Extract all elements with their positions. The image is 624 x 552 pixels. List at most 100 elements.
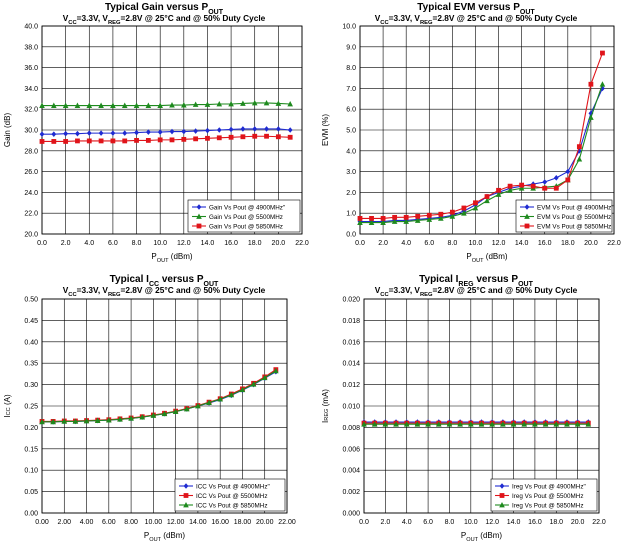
legend-entry: Ireg Vs Pout @ 4900MHz" <box>512 483 586 490</box>
data-point <box>438 211 444 217</box>
legend-marker <box>524 213 530 219</box>
y-tick-label: 9.0 <box>346 44 356 51</box>
data-point <box>361 421 367 427</box>
data-point <box>228 134 234 140</box>
data-point <box>380 216 386 221</box>
data-point <box>239 386 246 393</box>
y-axis-label: EVM (%) <box>321 114 330 146</box>
data-point <box>86 138 92 144</box>
series-line <box>360 52 603 219</box>
data-point <box>542 185 548 191</box>
data-point <box>521 421 528 427</box>
chart-subtitle: VCC=3.3V, VREG=2.8V @ 25°C and @ 50% Dut… <box>63 285 266 298</box>
data-point <box>75 138 80 144</box>
data-point <box>206 399 212 405</box>
x-tick-label: 22.0 <box>295 240 309 247</box>
y-tick-label: 0.014 <box>342 361 360 368</box>
chart-subtitle: VCC=3.3V, VREG=2.8V @ 25°C and @ 50% Dut… <box>375 285 578 298</box>
x-tick-label: 8.0 <box>445 519 455 526</box>
data-point <box>122 138 128 144</box>
data-point <box>205 135 210 141</box>
x-tick-label: 20.00 <box>256 519 274 526</box>
data-point <box>496 187 501 193</box>
x-tick-label: 12.0 <box>485 519 499 526</box>
x-tick-label: 10.0 <box>469 240 483 247</box>
data-point <box>507 183 513 189</box>
data-point <box>542 421 549 427</box>
data-point <box>357 216 363 221</box>
y-tick-label: 0.0 <box>346 232 356 239</box>
data-point <box>216 101 223 107</box>
data-point <box>264 126 269 132</box>
data-point <box>193 128 199 134</box>
data-point <box>264 133 269 139</box>
data-point <box>426 216 433 222</box>
data-point <box>275 126 281 132</box>
data-point <box>357 219 363 225</box>
y-tick-label: 0.006 <box>342 446 360 453</box>
data-point <box>495 191 502 197</box>
x-tick-label: 14.0 <box>507 519 521 526</box>
y-tick-label: 0.20 <box>24 425 38 432</box>
x-tick-label: 2.0 <box>380 519 390 526</box>
y-tick-label: 0.50 <box>24 297 38 304</box>
data-point <box>39 418 45 425</box>
x-tick-label: 0.0 <box>355 240 365 247</box>
series-line <box>360 84 603 224</box>
y-tick-label: 32.0 <box>24 107 38 114</box>
y-tick-label: 0.15 <box>24 446 38 453</box>
x-axis-label: POUT (dBm) <box>466 252 507 264</box>
data-point <box>542 179 548 185</box>
data-point <box>157 129 163 135</box>
data-point <box>576 148 582 154</box>
data-point <box>553 421 560 427</box>
chart-subtitle: VCC=3.3V, VREG=2.8V @ 25°C and @ 50% Dut… <box>63 13 266 26</box>
x-tick-label: 22.0 <box>592 519 606 526</box>
x-tick-label: 16.0 <box>528 519 542 526</box>
x-tick-label: 20.0 <box>571 519 585 526</box>
data-point <box>576 156 583 162</box>
data-point <box>183 405 190 412</box>
y-tick-label: 6.0 <box>346 107 356 114</box>
data-point <box>157 102 163 108</box>
x-tick-label: 14.00 <box>189 519 207 526</box>
data-point <box>61 418 68 424</box>
x-tick-label: 12.00 <box>167 519 185 526</box>
legend-marker <box>183 502 189 508</box>
data-point <box>195 403 201 409</box>
data-point <box>252 133 258 139</box>
data-point <box>181 136 187 142</box>
y-tick-label: 0.45 <box>24 318 38 325</box>
data-point <box>275 134 281 140</box>
x-tick-label: 20.0 <box>272 240 286 247</box>
y-tick-label: 7.0 <box>346 86 356 93</box>
series-line <box>42 128 291 135</box>
data-point <box>599 81 606 87</box>
data-point <box>484 194 490 199</box>
y-tick-label: 5.0 <box>346 128 356 135</box>
data-point <box>392 214 398 220</box>
data-point <box>382 421 389 427</box>
legend-marker <box>499 502 505 508</box>
data-point <box>128 415 134 421</box>
y-tick-label: 38.0 <box>24 44 38 51</box>
legend-entry: ICC Vs Pout @ 5500MHz <box>196 493 268 500</box>
data-point <box>145 138 151 143</box>
legend-entry: Ireg Vs Pout @ 5500MHz <box>512 493 584 500</box>
y-tick-label: 22.0 <box>24 211 38 218</box>
x-tick-label: 8.00 <box>124 519 138 526</box>
x-tick-label: 14.0 <box>201 240 215 247</box>
data-point <box>489 421 495 427</box>
data-point <box>122 130 128 136</box>
y-axis-label: Gain (dB) <box>3 113 12 148</box>
series-red <box>357 50 605 221</box>
data-point <box>98 138 104 144</box>
data-point <box>287 101 293 107</box>
data-point <box>414 217 421 223</box>
x-tick-label: 6.0 <box>424 240 434 247</box>
y-tick-label: 0.012 <box>342 382 360 389</box>
data-point <box>150 412 157 418</box>
data-point <box>181 102 187 108</box>
x-tick-label: 4.0 <box>402 519 412 526</box>
